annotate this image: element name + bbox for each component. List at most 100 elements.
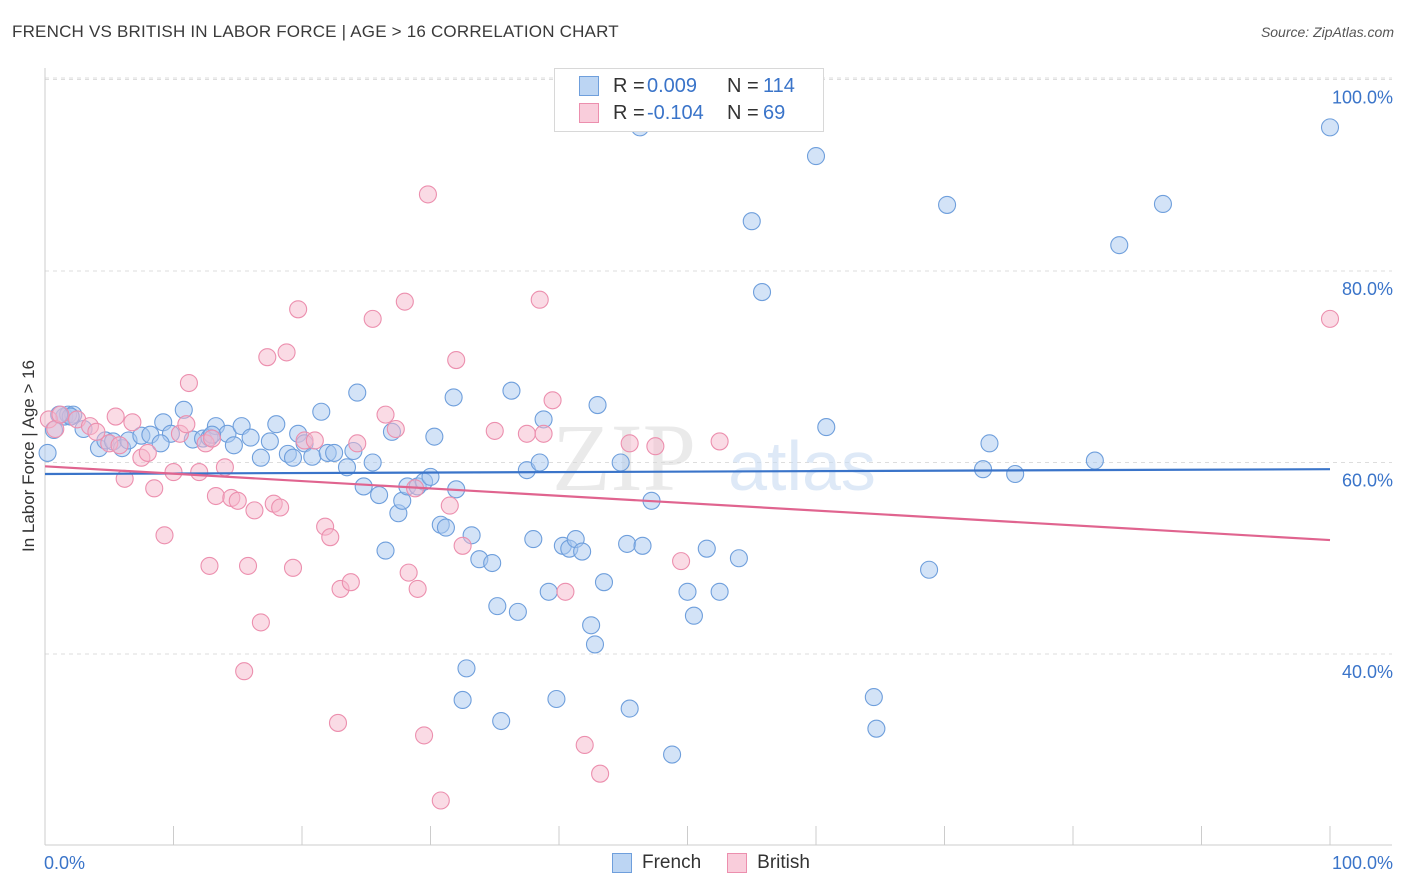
french-point xyxy=(267,415,286,434)
french-trend-line xyxy=(44,468,1331,476)
french-point xyxy=(425,427,444,446)
french-point xyxy=(1006,464,1025,484)
british-swatch xyxy=(579,103,599,123)
french-point xyxy=(920,560,939,579)
french-point xyxy=(752,283,772,302)
french-point xyxy=(303,447,322,466)
french-point xyxy=(38,443,57,462)
british-point xyxy=(376,405,395,424)
french-point xyxy=(524,530,543,549)
french-point xyxy=(251,448,270,467)
french-point xyxy=(618,534,637,553)
legend-row-british: R = -0.104 N = 69 xyxy=(579,101,785,125)
french-point xyxy=(502,381,521,400)
french-point xyxy=(483,553,502,573)
british-point xyxy=(138,443,157,462)
french-point xyxy=(678,582,697,601)
french-point xyxy=(611,453,630,472)
british-point xyxy=(271,498,290,517)
legend-item-british: British xyxy=(727,852,810,874)
french-point xyxy=(363,453,382,472)
british-point xyxy=(87,422,106,441)
chart-source: Source: ZipAtlas.com xyxy=(1260,24,1394,40)
british-point xyxy=(517,424,536,443)
y-tick-label: 40.0% xyxy=(1342,662,1393,682)
british-point xyxy=(123,413,142,432)
french-swatch xyxy=(579,76,599,96)
british-point xyxy=(556,582,575,601)
french-point xyxy=(1085,451,1104,470)
axes xyxy=(44,68,1392,846)
french-point xyxy=(488,597,507,616)
french-point xyxy=(1110,236,1129,255)
french-point xyxy=(444,388,463,407)
british-point xyxy=(386,419,405,439)
british-legend-label: British xyxy=(757,852,810,873)
french-point xyxy=(573,542,592,561)
british-point xyxy=(106,407,125,426)
british-point xyxy=(431,791,450,810)
british-point xyxy=(200,556,219,575)
british-point xyxy=(164,463,183,482)
y-tick-label: 80.0% xyxy=(1342,279,1393,299)
tick-labels: 40.0% 60.0% 80.0% 100.0% 0.0% 100.0% In Labor … xyxy=(19,88,1393,874)
french-point xyxy=(325,443,344,462)
british-point xyxy=(251,613,270,632)
british-point xyxy=(447,350,466,370)
french-point xyxy=(1153,194,1172,214)
british-point xyxy=(534,424,553,443)
x-tick-label-min: 0.0% xyxy=(44,853,85,873)
french-point xyxy=(283,448,303,467)
british-r-label: R = xyxy=(613,101,645,124)
british-r-value: -0.104 xyxy=(647,101,704,124)
french-legend-label: French xyxy=(642,852,702,873)
legend-row-french: R = 0.009 N = 114 xyxy=(579,74,795,98)
british-n-value: 69 xyxy=(763,101,786,124)
british-point xyxy=(179,373,198,393)
british-point xyxy=(190,463,209,482)
french-point xyxy=(508,602,527,621)
french-point xyxy=(457,659,476,678)
french-point xyxy=(684,606,703,625)
british-point xyxy=(348,434,367,453)
british-point xyxy=(543,391,562,410)
british-point xyxy=(110,436,129,455)
y-tick-label: 60.0% xyxy=(1342,471,1393,491)
british-point xyxy=(235,662,254,681)
british-point xyxy=(341,573,360,592)
french-r-label: R = xyxy=(613,74,645,97)
y-axis-title: In Labor Force | Age > 16 xyxy=(19,360,38,552)
french-point xyxy=(582,616,601,635)
french-point xyxy=(151,434,170,453)
british-point xyxy=(672,552,691,571)
data-points xyxy=(38,118,1340,810)
british-n-label: N = xyxy=(727,101,759,124)
french-point xyxy=(594,573,614,592)
french-point xyxy=(729,549,748,568)
chart-title: FRENCH VS BRITISH IN LABOR FORCE | AGE >… xyxy=(12,22,619,41)
french-point xyxy=(980,434,999,453)
british-point xyxy=(321,528,340,547)
trend-lines xyxy=(44,465,1331,542)
french-point xyxy=(620,699,639,718)
british-point xyxy=(51,405,70,424)
british-point xyxy=(399,563,418,582)
french-point xyxy=(370,486,389,505)
french-point xyxy=(453,690,472,710)
british-point xyxy=(418,185,437,204)
french-point xyxy=(260,432,279,451)
british-point xyxy=(646,437,665,456)
stats-legend: R = 0.009 N = 114 R = -0.104 N = 69 xyxy=(554,68,824,132)
french-point xyxy=(224,436,243,455)
british-point xyxy=(328,713,348,732)
british-point xyxy=(395,292,414,311)
french-point xyxy=(337,458,357,477)
french-point xyxy=(421,467,440,486)
french-point xyxy=(376,541,395,560)
french-point xyxy=(697,539,716,558)
british-point xyxy=(440,496,459,515)
british-trend-line xyxy=(44,465,1331,542)
french-point xyxy=(539,582,558,601)
british-point xyxy=(1320,309,1340,328)
